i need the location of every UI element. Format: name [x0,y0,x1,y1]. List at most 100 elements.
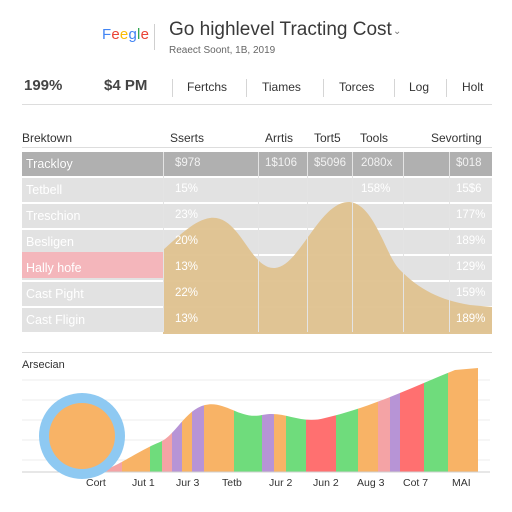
logo-letter: e [111,26,120,43]
column-header-tools[interactable]: Tools [360,131,389,145]
donut-center [49,403,115,469]
area-stripe [424,368,448,472]
tab-divider [446,79,447,97]
tab-fertchs[interactable]: Fertchs [187,80,228,94]
area-stripe [234,368,262,472]
table-row[interactable]: Trackloy $978 1$106 $5096 2080x $018 [22,152,492,178]
tab-tiames[interactable]: Tiames [262,80,301,94]
cost-area [163,201,492,334]
area-stripe [122,368,136,472]
column-divider [258,152,259,332]
column-divider [449,152,450,332]
table-cell: 189% [456,313,486,325]
column-header-sevorting[interactable]: Sevorting [431,131,482,145]
table-cell: 23% [175,209,199,221]
x-tick-label: Cot 7 [403,477,429,489]
table-cell: 158% [361,183,391,195]
x-tick-label: Jun 2 [313,477,339,489]
table-cell: 189% [456,235,486,247]
row-label: Cast Pight [26,287,84,301]
chevron-down-icon[interactable]: ⌄ [393,26,402,37]
row-label: Tetbell [26,183,63,197]
area-stripe [358,368,378,472]
area-stripe [390,368,400,472]
stat-percent: 199% [24,77,63,94]
table-cell: 15% [175,183,199,195]
table-cell: 1$106 [265,157,297,169]
logo-letter: g [128,26,138,43]
table-cell: $018 [456,157,482,169]
header-divider [154,24,155,50]
area-stripe [182,368,192,472]
table-cell: 129% [456,261,486,273]
table-cell: 177% [456,209,486,221]
table-cell: $5096 [314,157,346,169]
tab-divider [394,79,395,97]
page-subtitle: Reaect Soont, 1B, 2019 [169,45,276,56]
logo-letter: F [102,26,112,43]
table-cell: 22% [175,287,199,299]
area-stripe [172,368,182,472]
tab-divider [246,79,247,97]
area-stripe [274,368,286,472]
tab-torces[interactable]: Torces [339,80,375,94]
column-header-sserts[interactable]: Sserts [170,131,205,145]
tab-log[interactable]: Log [409,80,430,94]
table-row[interactable] [22,204,492,230]
table-cell: 20% [175,235,199,247]
area-stripe [400,368,424,472]
app-logo: Feegle [102,26,149,43]
column-header-tort5[interactable]: Tort5 [314,131,341,145]
header-rule [22,104,492,105]
x-tick-label: Cort [86,477,106,489]
table-cell: 15$6 [456,183,482,195]
area-stripe [336,368,358,472]
x-tick-label: Tetb [222,477,242,489]
column-header-breakdown[interactable]: Brektown [22,131,73,145]
logo-letter: e [119,26,129,43]
row-label: Trackloy [26,157,73,171]
row-highlight [22,252,163,278]
x-tick-label: Jur 3 [176,477,200,489]
table-cell: 13% [175,313,199,325]
section-rule [22,352,492,353]
x-tick-label: MAI [452,477,471,489]
row-label: Hally hofe [26,261,82,275]
logo-letter: l [137,26,141,43]
row-label: Besligen [26,235,74,249]
table-row[interactable] [22,178,492,204]
table-row[interactable] [22,230,492,256]
column-divider [307,152,308,332]
stat-amount: $4 PM [104,77,148,94]
table-body-text: Tetbell 15% 158% 15$6 Treschion 23% 177%… [22,178,492,334]
tab-holt[interactable]: Holt [462,80,484,94]
area-stripe [286,368,306,472]
table-cell: 13% [175,261,199,273]
column-divider [163,152,164,332]
section-label: Arsecian [22,359,65,371]
tab-divider [172,79,173,97]
table-header-rule [22,147,492,148]
stacked-area-stripes [100,368,478,472]
area-stripe [162,368,172,472]
area-stripe [448,368,478,472]
area-stripe [150,368,162,472]
x-tick-label: Jut 1 [132,477,155,489]
column-divider [403,152,404,332]
logo-letter: e [140,26,150,43]
x-tick-label: Aug 3 [357,477,385,489]
area-stripe [192,368,204,472]
table-cell: $978 [175,157,201,169]
row-label: Treschion [26,209,81,223]
page-title: Go highlevel Tracting Cost [169,19,392,40]
area-stripe [136,368,150,472]
x-tick-label: Jur 2 [269,477,293,489]
column-header-arrtis[interactable]: Arrtis [265,131,293,145]
table-cell: 2080x [361,157,393,169]
area-stripe [262,368,274,472]
tab-divider [323,79,324,97]
row-label: Cast Fligin [26,313,86,327]
column-divider [352,152,353,332]
